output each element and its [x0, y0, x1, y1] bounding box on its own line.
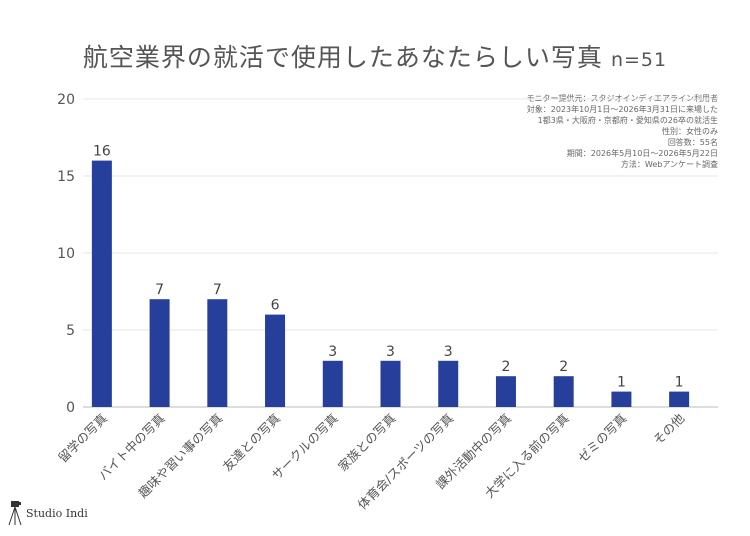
- x-tick-label: 友達との写真: [220, 411, 284, 475]
- note-line: 回答数：55名: [667, 138, 718, 147]
- camera-tripod-icon: [8, 501, 22, 526]
- bar: [207, 299, 228, 407]
- x-tick-label: 家族との写真: [335, 411, 399, 475]
- x-tick-label: 留学の写真: [55, 411, 110, 466]
- y-tick-label: 15: [57, 169, 75, 185]
- x-tick-label: ゼミの写真: [575, 411, 630, 466]
- data-label: 3: [444, 344, 453, 360]
- bar: [611, 391, 632, 407]
- studio-logo: Studio Indi: [8, 500, 88, 526]
- logo-text: Studio Indi: [26, 506, 88, 520]
- note-line: 1都3県・大阪府・京都府・愛知県の26卒の就活生: [537, 116, 718, 125]
- data-label: 7: [155, 282, 164, 298]
- y-tick-label: 20: [57, 92, 75, 108]
- y-tick-label: 5: [66, 323, 75, 339]
- bar: [322, 360, 343, 407]
- bar: [91, 160, 112, 407]
- note-line: 対象：2023年10月1日〜2026年3月31日に来場した: [526, 105, 718, 114]
- data-label: 1: [675, 375, 684, 391]
- data-label: 7: [213, 282, 222, 298]
- note-line: 期間：2026年5月10日〜2026年5月22日: [566, 149, 718, 158]
- note-line: 性別：女性のみ: [662, 127, 718, 136]
- y-tick-label: 0: [66, 400, 75, 416]
- bar: [380, 360, 401, 407]
- chart-title: 航空業界の就活で使用したあなたらしい写真 n=51: [0, 38, 750, 74]
- bar: [553, 376, 574, 407]
- data-label: 2: [501, 359, 510, 375]
- data-label: 3: [386, 344, 395, 360]
- bar: [438, 360, 459, 407]
- bar: [149, 299, 170, 407]
- note-line: 方法：Webアンケート調査: [620, 160, 718, 169]
- data-label: 3: [328, 344, 337, 360]
- data-label: 6: [271, 298, 280, 314]
- sample-size-label: n=51: [610, 49, 668, 71]
- chart-title-text: 航空業界の就活で使用したあなたらしい写真: [82, 43, 603, 72]
- data-label: 1: [617, 375, 626, 391]
- bar: [495, 376, 516, 407]
- y-tick-label: 10: [57, 246, 75, 262]
- bar: [669, 391, 690, 407]
- x-tick-label: その他: [650, 410, 687, 447]
- x-tick-label: 体育会/スポーツの写真: [355, 411, 457, 513]
- bar: [265, 314, 286, 407]
- data-label: 2: [559, 359, 568, 375]
- data-label: 16: [93, 144, 111, 160]
